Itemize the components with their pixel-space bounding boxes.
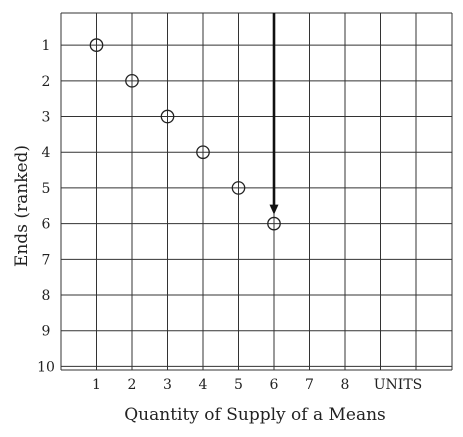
y-tick-label: 6 bbox=[42, 217, 51, 233]
x-axis-ticks: 1 2 3 4 5 6 7 8 UNITS bbox=[92, 377, 422, 393]
data-point bbox=[160, 109, 175, 124]
arrow-head bbox=[269, 204, 279, 215]
x-tick-label: 7 bbox=[305, 377, 314, 393]
x-tick-label: UNITS bbox=[374, 377, 423, 393]
y-tick-label: 4 bbox=[42, 145, 51, 161]
arrow bbox=[269, 13, 279, 215]
data-points bbox=[89, 38, 281, 231]
y-tick-label: 8 bbox=[42, 288, 51, 304]
y-tick-label: 3 bbox=[42, 110, 51, 126]
x-axis-label: Quantity of Supply of a Means bbox=[124, 405, 386, 425]
y-tick-label: 1 bbox=[42, 38, 51, 54]
y-tick-label: 2 bbox=[42, 74, 51, 90]
x-tick-label: 8 bbox=[341, 377, 350, 393]
x-tick-label: 1 bbox=[92, 377, 101, 393]
x-tick-label: 5 bbox=[234, 377, 243, 393]
y-tick-label: 7 bbox=[42, 252, 51, 268]
y-axis-label: Ends (ranked) bbox=[12, 145, 32, 267]
x-tick-label: 2 bbox=[128, 377, 137, 393]
y-tick-label: 5 bbox=[42, 181, 51, 197]
data-point bbox=[125, 73, 139, 88]
y-axis-ticks: 1 2 3 4 5 6 7 8 9 10 bbox=[37, 38, 55, 375]
x-tick-label: 3 bbox=[163, 377, 172, 393]
data-point bbox=[231, 181, 246, 195]
grid-lines bbox=[60, 12, 453, 371]
data-point bbox=[196, 145, 210, 160]
data-point bbox=[267, 216, 281, 231]
x-tick-label: 4 bbox=[199, 377, 208, 393]
x-tick-label: 6 bbox=[270, 377, 279, 393]
y-tick-label: 9 bbox=[42, 324, 51, 340]
data-point bbox=[89, 38, 104, 52]
y-tick-label: 10 bbox=[37, 359, 55, 375]
